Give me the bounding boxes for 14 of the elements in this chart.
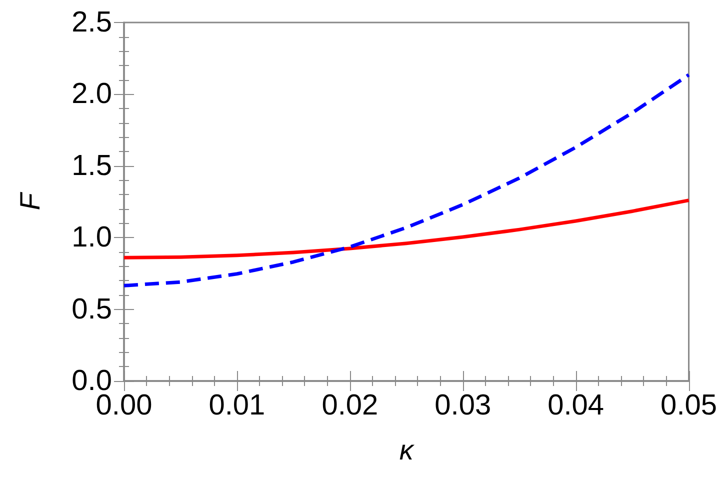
y-tick-label: 1.5: [72, 150, 112, 182]
x-tick-label: 0.04: [548, 390, 604, 422]
y-tick-label: 1.0: [72, 222, 112, 254]
y-tick-label: 2.0: [72, 78, 112, 110]
y-tick-label: 2.5: [72, 6, 112, 38]
line-series: [122, 198, 691, 260]
y-axis-title: F: [14, 191, 46, 210]
x-tick-label: 0.05: [660, 390, 718, 422]
x-tick-label: 0.02: [322, 390, 378, 422]
x-tick-label: 0.01: [208, 390, 266, 422]
y-tick-label: 0.5: [72, 293, 112, 326]
x-tick-label: 0.03: [434, 390, 492, 422]
x-axis-title: κ: [399, 434, 416, 466]
line-series: [122, 73, 691, 288]
